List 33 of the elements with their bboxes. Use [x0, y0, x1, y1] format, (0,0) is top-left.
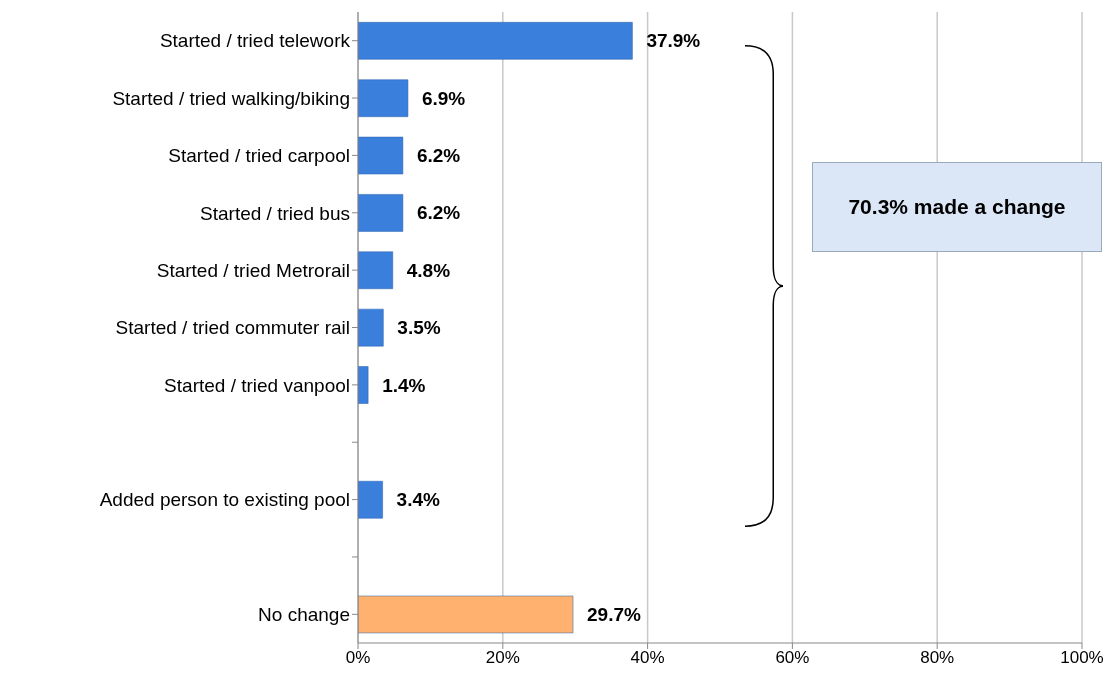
y-tick-label: Started / tried walking/biking — [112, 87, 350, 109]
bar — [358, 595, 574, 634]
bar — [358, 251, 393, 290]
y-tick-label: Started / tried telework — [159, 30, 351, 52]
data-label: 29.7% — [587, 603, 642, 625]
y-tick-label: Started / tried bus — [200, 202, 350, 224]
bar — [358, 480, 383, 519]
y-tick-label: Started / tried Metrorail — [156, 259, 350, 281]
data-label: 6.9% — [421, 87, 466, 109]
x-tick-label: 100% — [1060, 648, 1104, 668]
y-tick-label: Started / tried commuter rail — [115, 317, 350, 339]
x-tick-label: 80% — [920, 648, 955, 668]
x-tick-label: 40% — [630, 648, 665, 668]
data-label: 3.5% — [397, 317, 441, 339]
bar — [358, 136, 404, 175]
data-label: 37.9% — [646, 30, 701, 52]
bar — [358, 366, 369, 404]
y-tick-label: Started / tried carpool — [168, 145, 350, 167]
data-label: 6.2% — [416, 145, 461, 167]
y-tick-label: Started / tried vanpool — [164, 374, 350, 396]
data-label: 1.4% — [382, 374, 426, 396]
bar — [358, 308, 384, 347]
data-label: 6.2% — [416, 202, 461, 224]
bar — [358, 194, 404, 232]
bar — [358, 79, 409, 117]
x-tick-label: 20% — [485, 648, 520, 668]
y-tick-label: Added person to existing pool — [99, 489, 350, 511]
x-tick-label: 60% — [775, 648, 810, 668]
y-tick-label: No change — [258, 604, 350, 626]
data-label: 3.4% — [396, 489, 441, 511]
x-tick-label: 0% — [345, 648, 371, 668]
bar — [358, 22, 633, 60]
data-label: 4.8% — [406, 259, 451, 281]
